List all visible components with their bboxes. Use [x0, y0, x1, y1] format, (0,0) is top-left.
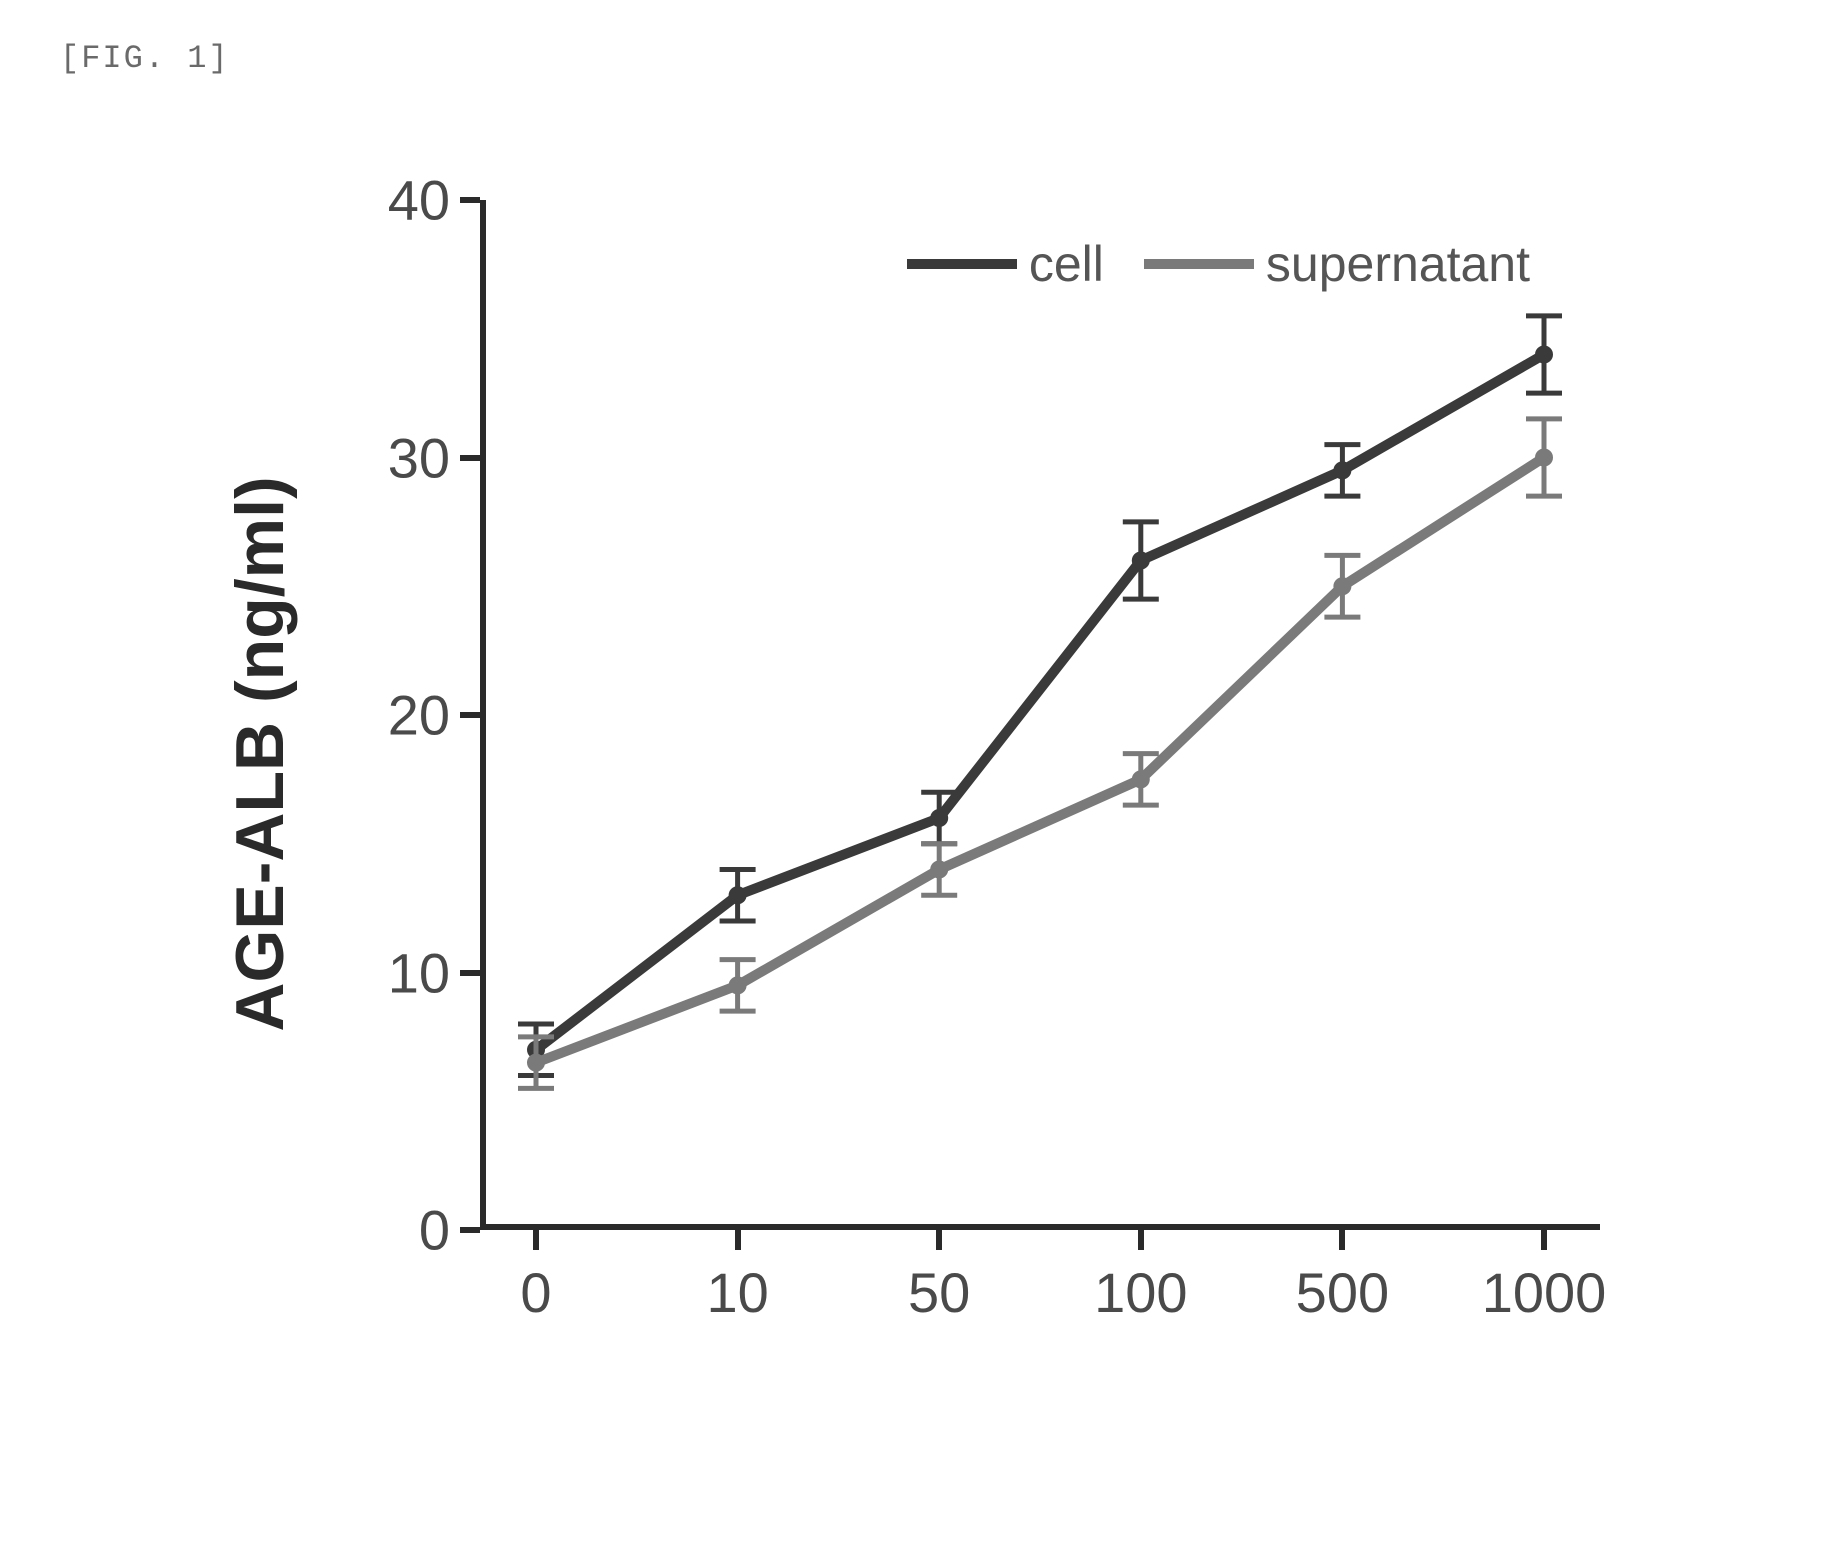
x-tick	[936, 1230, 942, 1250]
y-tick-label: 10	[350, 940, 450, 1005]
data-point	[1333, 577, 1351, 595]
chart-container: AGE-ALB (ng/ml) cellsupernatant 01020304…	[200, 120, 1700, 1480]
data-point	[1535, 449, 1553, 467]
data-point	[1132, 552, 1150, 570]
y-tick	[460, 1227, 480, 1233]
y-tick-label: 20	[350, 683, 450, 748]
series-line-supernatant	[536, 458, 1544, 1063]
x-tick-label: 0	[520, 1260, 551, 1325]
x-tick-label: 10	[706, 1260, 768, 1325]
x-tick-label: 50	[908, 1260, 970, 1325]
data-point	[930, 861, 948, 879]
data-point	[1333, 461, 1351, 479]
x-tick	[1138, 1230, 1144, 1250]
x-tick-label: 100	[1094, 1260, 1187, 1325]
data-point	[729, 886, 747, 904]
data-point	[1132, 770, 1150, 788]
x-tick-label: 500	[1296, 1260, 1389, 1325]
data-point	[729, 976, 747, 994]
data-point	[527, 1054, 545, 1072]
chart-svg	[480, 200, 1600, 1230]
x-tick	[735, 1230, 741, 1250]
y-tick-label: 30	[350, 425, 450, 490]
series-line-cell	[536, 355, 1544, 1050]
data-point	[930, 809, 948, 827]
y-tick	[460, 455, 480, 461]
y-tick-label: 0	[350, 1198, 450, 1263]
x-tick-label: 1000	[1482, 1260, 1607, 1325]
figure-label: [FIG. 1]	[60, 40, 230, 77]
y-tick	[460, 970, 480, 976]
plot-area: cellsupernatant 010203040010501005001000	[480, 200, 1600, 1230]
x-tick	[1541, 1230, 1547, 1250]
y-tick-label: 40	[350, 168, 450, 233]
x-tick	[533, 1230, 539, 1250]
data-point	[1535, 346, 1553, 364]
y-axis-label: AGE-ALB (ng/ml)	[221, 476, 299, 1031]
x-tick	[1339, 1230, 1345, 1250]
y-tick	[460, 712, 480, 718]
y-tick	[460, 197, 480, 203]
